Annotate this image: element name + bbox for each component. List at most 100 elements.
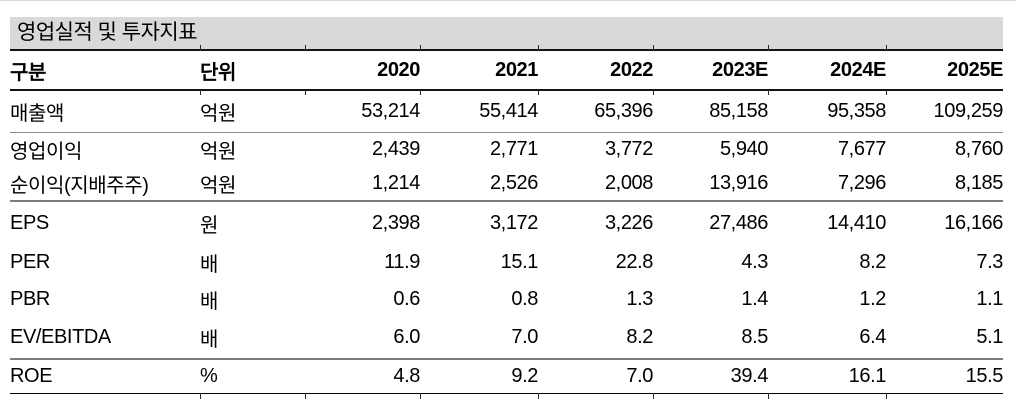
cell-value: 1.4	[741, 287, 768, 310]
table-row-pbr: PBR 배 0.6 0.8 1.3 1.4 1.2 1.1	[10, 281, 1003, 317]
cell-value: 5.1	[886, 317, 1003, 360]
row-label: EV/EBITDA	[10, 317, 200, 360]
cell-value: 3,226	[604, 211, 653, 234]
cell-value: 8,760	[954, 137, 1003, 160]
column-boundary-tick	[420, 45, 421, 51]
row-unit: %	[200, 359, 305, 394]
cell-value: 2,439	[371, 137, 420, 160]
table-row-roe: ROE % 4.8 9.2 7.0 39.4 16.1 15.5	[10, 359, 1003, 394]
cell-value: 11.9	[384, 251, 420, 273]
cell-value: 2,526	[420, 166, 538, 202]
row-unit: 배	[200, 317, 305, 360]
table-row-ev-ebitda: EV/EBITDA 배 6.0 7.0 8.2 8.5 6.4 5.1	[10, 317, 1003, 360]
row-label: 순이익(지배주주)	[10, 166, 200, 202]
cell-value: 8.2	[538, 317, 653, 360]
cell-value: 0.6	[393, 287, 420, 310]
column-boundary-tick	[768, 90, 769, 95]
cell-value: 8.5	[653, 317, 768, 360]
cell-value: 14,410	[827, 211, 886, 234]
cell-value: 16.1	[768, 359, 886, 394]
table-row-net-profit: 순이익(지배주주) 억원 1,214 2,526 2,008 13,916 7,…	[10, 166, 1003, 202]
section-title: 영업실적 및 투자지표	[10, 17, 1003, 49]
table-row-eps: EPS 원 2,398 3,172 3,226 27,486 14,410 16…	[10, 201, 1003, 244]
row-unit: 억원	[200, 140, 236, 163]
column-boundary-tick	[200, 45, 201, 51]
column-boundary-tick	[886, 45, 887, 51]
column-boundary-tick	[305, 45, 306, 51]
cell-value: 8,185	[886, 166, 1003, 202]
cell-value: 7.0	[538, 359, 653, 394]
cell-value: 95,358	[768, 90, 886, 133]
header-row: 구분 단위 2020 2021 2022 2023E 2024E 2025E	[10, 50, 1003, 91]
financial-table: 구분 단위 2020 2021 2022 2023E 2024E 2025E 매…	[10, 49, 1003, 394]
cell-value: 4.3	[741, 251, 768, 273]
column-boundary-tick	[653, 90, 654, 95]
cell-value: 16,166	[944, 211, 1003, 234]
cell-value: 7,296	[768, 166, 886, 202]
column-boundary-tick	[305, 393, 306, 399]
column-boundary-tick	[886, 90, 887, 95]
column-header-2020: 2020	[305, 50, 420, 91]
column-boundary-tick	[305, 90, 306, 95]
cell-value: 22.8	[615, 251, 653, 273]
cell-value: 65,396	[538, 90, 653, 133]
cell-value: 1.3	[626, 287, 653, 310]
cell-value: 3,772	[604, 137, 653, 160]
cell-value: 1.2	[859, 287, 886, 310]
cell-value: 85,158	[653, 90, 768, 133]
table-row-operating-profit: 영업이익 억원 2,439 2,771 3,772 5,940 7,677 8,…	[10, 132, 1003, 166]
column-boundary-tick	[200, 393, 201, 399]
cell-value: 1.1	[976, 287, 1003, 310]
row-unit: 원	[200, 214, 218, 237]
cell-value: 55,414	[420, 90, 538, 133]
row-label: ROE	[10, 359, 200, 394]
row-unit: 억원	[200, 90, 305, 133]
column-boundary-tick	[653, 393, 654, 399]
column-boundary-tick	[653, 45, 654, 51]
cell-value: 7,677	[837, 137, 886, 160]
column-boundary-tick	[538, 90, 539, 95]
row-unit: 배	[200, 254, 218, 276]
cell-value: 39.4	[653, 359, 768, 394]
cell-value: 0.8	[511, 287, 538, 310]
cell-value: 2,398	[371, 211, 420, 234]
column-header-2025e: 2025E	[886, 50, 1003, 91]
column-boundary-tick	[200, 90, 201, 95]
column-boundary-tick	[538, 393, 539, 399]
table-row-per: PER 배 11.9 15.1 22.8 4.3 8.2 7.3	[10, 244, 1003, 281]
column-header-2024e: 2024E	[768, 50, 886, 91]
cell-value: 1,214	[305, 166, 420, 202]
row-label: 영업이익	[10, 140, 82, 163]
row-unit: 억원	[200, 166, 305, 202]
cell-value: 15.5	[886, 359, 1003, 394]
column-boundary-tick	[768, 45, 769, 51]
column-boundary-tick	[420, 393, 421, 399]
column-header-2022: 2022	[538, 50, 653, 91]
cell-value: 2,771	[489, 137, 538, 160]
column-header-category: 구분	[10, 50, 200, 91]
cell-value: 7.0	[420, 317, 538, 360]
cell-value: 15.1	[500, 251, 538, 273]
column-header-2021: 2021	[420, 50, 538, 91]
column-boundary-tick	[768, 393, 769, 399]
cell-value: 3,172	[489, 211, 538, 234]
cell-value: 53,214	[305, 90, 420, 133]
financial-table-section: 영업실적 및 투자지표 구분 단위 2020 2021 2022 2023E 2…	[10, 17, 1003, 394]
table-row-revenue: 매출액 억원 53,214 55,414 65,396 85,158 95,35…	[10, 90, 1003, 133]
column-header-2023e: 2023E	[653, 50, 768, 91]
column-boundary-tick	[886, 393, 887, 399]
column-boundary-tick	[538, 45, 539, 51]
cell-value: 109,259	[886, 90, 1003, 133]
cell-value: 13,916	[653, 166, 768, 202]
cell-value: 27,486	[709, 211, 768, 234]
cell-value: 6.4	[768, 317, 886, 360]
cell-value: 8.2	[859, 251, 886, 273]
row-label: PBR	[10, 287, 50, 310]
cell-value: 6.0	[305, 317, 420, 360]
cell-value: 5,940	[719, 137, 768, 160]
cell-value: 9.2	[420, 359, 538, 394]
column-boundary-tick	[420, 90, 421, 95]
cell-value: 7.3	[976, 251, 1003, 273]
row-label: EPS	[10, 211, 49, 234]
